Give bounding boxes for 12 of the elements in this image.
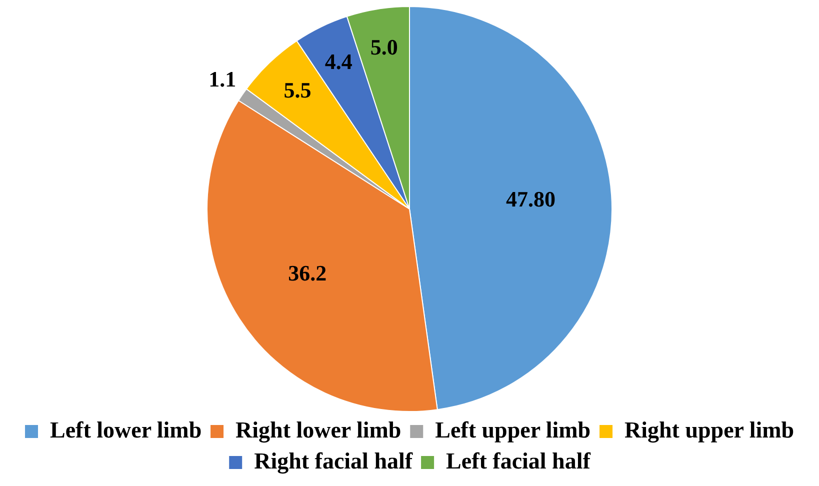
data-label: 47.80 [506, 186, 556, 212]
data-label: 4.4 [324, 48, 352, 74]
data-label: 5.5 [284, 78, 312, 103]
legend-label: Right facial half [254, 448, 413, 474]
data-label: 5.0 [370, 34, 398, 60]
legend-label: Left lower limb [50, 417, 202, 442]
legend-label: Right lower limb [236, 417, 402, 444]
legend-label: Right upper limb [624, 417, 794, 444]
legend-label: Left upper limb [435, 417, 591, 442]
data-label: 1.1 [208, 66, 236, 92]
legend-label: Left facial half [446, 448, 591, 474]
data-label: 36.2 [288, 260, 327, 286]
